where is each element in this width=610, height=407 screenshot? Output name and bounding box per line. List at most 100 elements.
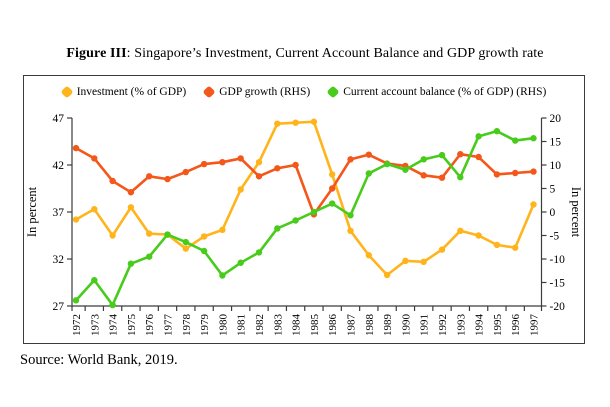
- series-point-2: [255, 249, 263, 256]
- series-point-1: [457, 150, 464, 158]
- series-point-2: [310, 208, 318, 216]
- x-tick-label: 1988: [364, 314, 376, 337]
- series-point-0: [457, 227, 464, 234]
- x-tick-label: 1975: [126, 314, 138, 337]
- series-point-1: [329, 185, 336, 192]
- series-point-1: [164, 175, 171, 183]
- series-point-0: [310, 118, 318, 125]
- series-point-2: [365, 170, 372, 177]
- series-point-1: [237, 155, 244, 162]
- left-axis-title: In percent: [25, 186, 39, 237]
- series-point-0: [274, 120, 281, 127]
- series-point-2: [127, 260, 135, 267]
- left-tick-label: 37: [53, 207, 65, 219]
- series-point-1: [347, 156, 354, 163]
- series-point-1: [91, 155, 98, 162]
- series-point-2: [182, 238, 189, 246]
- figure-title-prefix: Figure III: [66, 46, 127, 61]
- series-point-1: [292, 161, 299, 169]
- legend-item-1: GDP growth (RHS): [202, 85, 311, 99]
- right-tick-label: -5: [550, 231, 560, 243]
- series-point-2: [72, 297, 80, 304]
- series-point-1: [255, 173, 263, 180]
- series-point-2: [512, 137, 519, 144]
- right-tick-label: 15: [550, 137, 562, 149]
- series-point-1: [530, 168, 537, 175]
- x-tick-label: 1993: [455, 314, 467, 337]
- series-point-2: [493, 127, 501, 135]
- series-line-2: [74, 129, 535, 307]
- series-point-2: [347, 212, 354, 219]
- legend-label: Current account balance (% of GDP) (RHS): [343, 86, 547, 98]
- x-tick-label: 1994: [474, 314, 486, 337]
- x-tick-label: 1984: [291, 314, 303, 337]
- right-tick-label: -10: [550, 254, 566, 266]
- right-tick-label: 20: [550, 113, 562, 125]
- series-point-1: [365, 151, 372, 158]
- right-tick-label: -20: [550, 301, 566, 313]
- x-tick-label: 1979: [199, 314, 211, 337]
- legend-item-2: Current account balance (% of GDP) (RHS): [326, 85, 547, 99]
- x-tick-label: 1977: [163, 314, 175, 337]
- series-point-2: [457, 174, 464, 181]
- series-point-0: [255, 158, 263, 166]
- series-point-1: [146, 173, 153, 180]
- series-point-0: [237, 186, 244, 193]
- series-point-0: [219, 226, 226, 234]
- right-tick-label: 0: [550, 207, 556, 219]
- series-point-0: [493, 241, 501, 249]
- series-point-0: [146, 230, 153, 237]
- x-tick-label: 1995: [492, 314, 504, 337]
- left-tick-label: 32: [53, 254, 65, 266]
- x-tick-label: 1978: [181, 314, 193, 337]
- series-point-0: [365, 252, 372, 259]
- series-point-2: [402, 166, 409, 173]
- left-tick-label: 42: [53, 160, 65, 172]
- series-line-0: [74, 120, 535, 277]
- right-axis-title: In percent: [569, 187, 583, 238]
- legend-label: GDP growth (RHS): [219, 86, 311, 98]
- series-point-2: [420, 156, 427, 163]
- series-point-1: [182, 168, 189, 176]
- figure-title-text: : Singapore’s Investment, Current Accoun…: [126, 46, 544, 61]
- series-point-0: [512, 244, 519, 251]
- series-point-1: [127, 189, 135, 196]
- series-point-1: [72, 144, 80, 152]
- series-point-1: [420, 172, 427, 179]
- series-point-0: [530, 201, 537, 208]
- figure-title: Figure III: Singapore’s Investment, Curr…: [0, 46, 610, 62]
- series-point-1: [109, 177, 116, 185]
- series-point-2: [475, 133, 482, 140]
- x-tick-label: 1989: [382, 314, 394, 337]
- series-point-0: [438, 246, 446, 253]
- x-tick-label: 1987: [346, 314, 358, 337]
- chart-legend: Investment (% of GDP) GDP growth (RHS) Cur…: [23, 84, 585, 100]
- x-tick-label: 1985: [309, 314, 321, 337]
- series-point-2: [329, 200, 336, 207]
- right-tick-label: -15: [550, 278, 566, 290]
- series-point-0: [420, 258, 427, 266]
- series-point-2: [438, 151, 446, 159]
- legend-item-0: Investment (% of GDP): [60, 85, 187, 99]
- legend-label: Investment (% of GDP): [76, 86, 187, 98]
- source-note: Source: World Bank, 2019.: [20, 352, 178, 368]
- series-point-0: [347, 227, 354, 234]
- series-point-0: [127, 204, 135, 211]
- series-point-0: [475, 232, 482, 239]
- x-tick-label: 1976: [144, 314, 156, 337]
- x-tick-label: 1981: [236, 314, 248, 336]
- x-tick-label: 1980: [217, 314, 229, 337]
- series-point-2: [530, 135, 537, 142]
- series-point-1: [274, 165, 281, 172]
- series-line-1: [74, 146, 535, 216]
- x-tick-label: 1974: [108, 314, 120, 337]
- series-point-2: [237, 259, 244, 266]
- series-point-2: [274, 225, 281, 232]
- series-point-1: [493, 171, 501, 178]
- series-point-2: [292, 217, 299, 224]
- series-point-0: [182, 245, 189, 252]
- series-point-0: [109, 232, 116, 239]
- series-point-0: [200, 233, 208, 240]
